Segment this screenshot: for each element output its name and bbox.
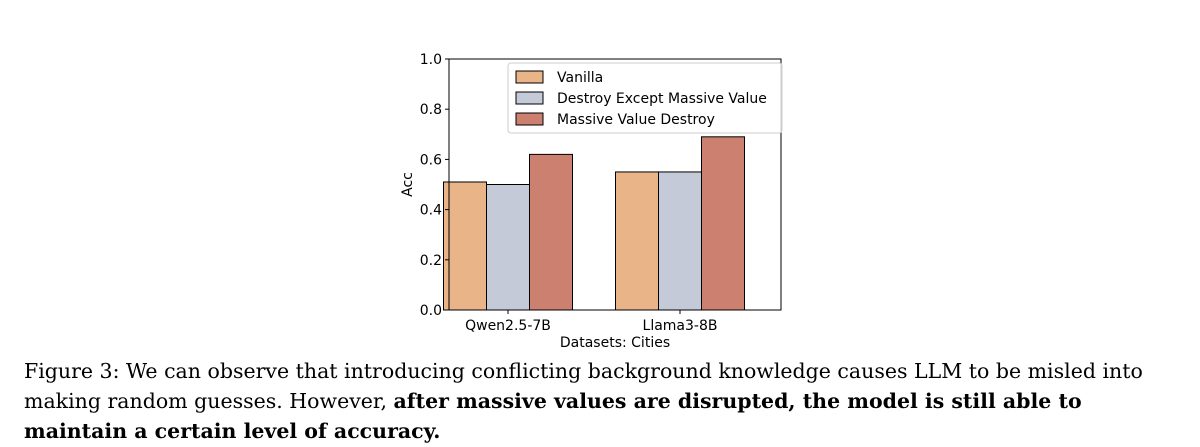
y-tick-label: 0.0	[420, 303, 442, 319]
legend: Vanilla Destroy Except Massive Value Massi…	[507, 62, 783, 134]
y-axis: 0.0 0.2 0.4 0.6 0.8 1.0	[420, 52, 449, 319]
legend-label: Vanilla	[557, 70, 603, 86]
y-tick-label: 0.6	[420, 152, 442, 168]
x-tick-label: Qwen2.5-7B	[465, 318, 551, 334]
figure-caption: Figure 3: We can observe that introducin…	[24, 356, 1174, 446]
bar-qwen2-5-7b-series-2	[486, 184, 530, 311]
y-tick-label: 0.8	[420, 102, 442, 118]
bar-llama3-8b-series-2	[658, 171, 702, 311]
legend-swatch	[515, 112, 544, 126]
legend-frame	[507, 62, 783, 134]
y-tick-label: 1.0	[420, 52, 442, 68]
y-axis-label: Acc	[400, 172, 416, 197]
caption-bold-text: after massive values are disrupted, the …	[24, 389, 1082, 443]
bar-chart: 0.0 0.2 0.4 0.6 0.8 1.0 Qwen2.5-7B Llama3-8B A…	[400, 52, 783, 350]
caption-text: Figure 3: We can observe that introducin…	[24, 359, 1143, 413]
legend-swatch	[515, 91, 544, 105]
x-tick-label: Llama3-8B	[643, 318, 718, 334]
bars-layer	[443, 136, 745, 311]
x-axis-label: Datasets: Cities	[560, 335, 670, 350]
x-axis: Qwen2.5-7B Llama3-8B	[465, 310, 717, 334]
bar-qwen2-5-7b-series-3	[529, 153, 573, 311]
legend-label: Destroy Except Massive Value	[557, 91, 767, 107]
legend-label: Massive Value Destroy	[557, 112, 715, 128]
y-tick-label: 0.2	[420, 253, 442, 269]
y-tick-label: 0.4	[420, 203, 442, 219]
bar-qwen2-5-7b-series-1	[443, 181, 487, 311]
plot-area-frame	[448, 58, 782, 311]
bar-llama3-8b-series-1	[615, 171, 659, 311]
bar-llama3-8b-series-3	[701, 136, 745, 311]
legend-swatch	[515, 70, 544, 84]
